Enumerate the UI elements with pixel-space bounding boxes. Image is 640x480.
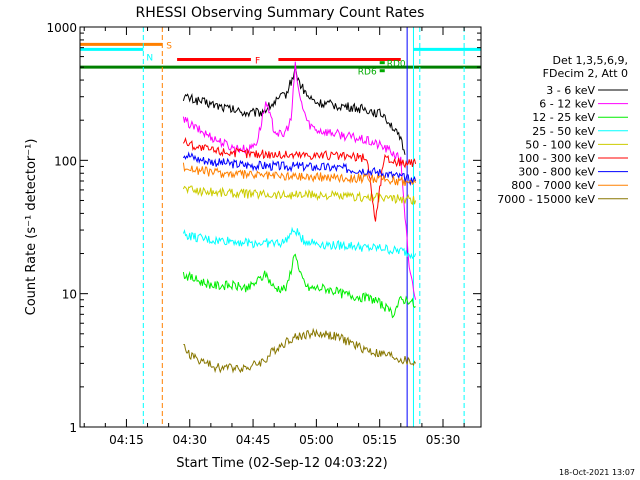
- x-tick-label-05-15: 05:15: [362, 433, 397, 447]
- y-tick-label-1: 1: [69, 421, 77, 435]
- footer-date: 18-Oct-2021 13:07: [559, 468, 635, 477]
- legend-label-7000-15000-kev: 7000 - 15000 keV: [497, 193, 595, 206]
- flag-label-rd0-5: RD0: [387, 60, 406, 70]
- series-line-12-25-kev: [182, 253, 416, 319]
- series-line-800-7000-kev: [182, 162, 417, 187]
- series-line-25-50-kev: [182, 226, 417, 260]
- y-tick-label-100: 100: [54, 154, 77, 168]
- legend: Det 1,3,5,6,9, FDecim 2, Att 0 3 - 6 keV…: [497, 54, 628, 206]
- x-tick-label-04-15: 04:15: [109, 433, 144, 447]
- legend-label-300-800-kev: 300 - 800 keV: [518, 166, 595, 179]
- x-axis-label: Start Time (02-Sep-12 04:03:22): [176, 456, 387, 471]
- y-tick-label-10: 10: [62, 288, 77, 302]
- legend-label-50-100-kev: 50 - 100 keV: [525, 138, 595, 151]
- x-tick-label-04-30: 04:30: [172, 433, 207, 447]
- legend-label-800-7000-kev: 800 - 7000 keV: [511, 179, 595, 192]
- y-axis-label: Count Rate (s⁻¹ detector⁻¹): [24, 139, 39, 316]
- y-tick-label-1000: 1000: [46, 21, 77, 35]
- x-tick-label-05-30: 05:30: [426, 433, 461, 447]
- series-line-6-12-kev: [182, 61, 417, 300]
- flag-label-f-3: F: [255, 57, 260, 67]
- legend-label-3-6-kev: 3 - 6 keV: [546, 84, 595, 97]
- series-line-7000-15000-kev: [183, 327, 417, 374]
- x-tick-label-04-45: 04:45: [236, 433, 271, 447]
- chart-title: RHESSI Observing Summary Count Rates: [136, 5, 425, 21]
- flags-layer: S N F RD0 RD6: [80, 41, 481, 78]
- legend-header-line-1: Det 1,3,5,6,9,: [552, 54, 628, 67]
- series-line-300-800-kev: [182, 151, 417, 186]
- series-line-100-300-kev: [182, 136, 417, 222]
- legend-label-6-12-kev: 6 - 12 keV: [539, 98, 595, 111]
- flag-label-s-0: S: [166, 41, 172, 51]
- x-axis: 04:15 04:30 04:45 05:00 05:15 05:30: [83, 27, 465, 447]
- legend-label-100-300-kev: 100 - 300 keV: [518, 152, 595, 165]
- x-tick-label-05-00: 05:00: [299, 433, 334, 447]
- legend-label-12-25-kev: 12 - 25 keV: [532, 111, 595, 124]
- plot-frame: [79, 26, 482, 428]
- flag-label-n-1: N: [146, 53, 153, 63]
- series-layer: [182, 61, 417, 374]
- legend-header-line-2: FDecim 2, Att 0: [543, 67, 628, 80]
- legend-label-25-50-kev: 25 - 50 keV: [532, 125, 595, 138]
- flag-label-rd6-6: RD6: [358, 68, 377, 78]
- series-line-50-100-kev: [182, 185, 417, 206]
